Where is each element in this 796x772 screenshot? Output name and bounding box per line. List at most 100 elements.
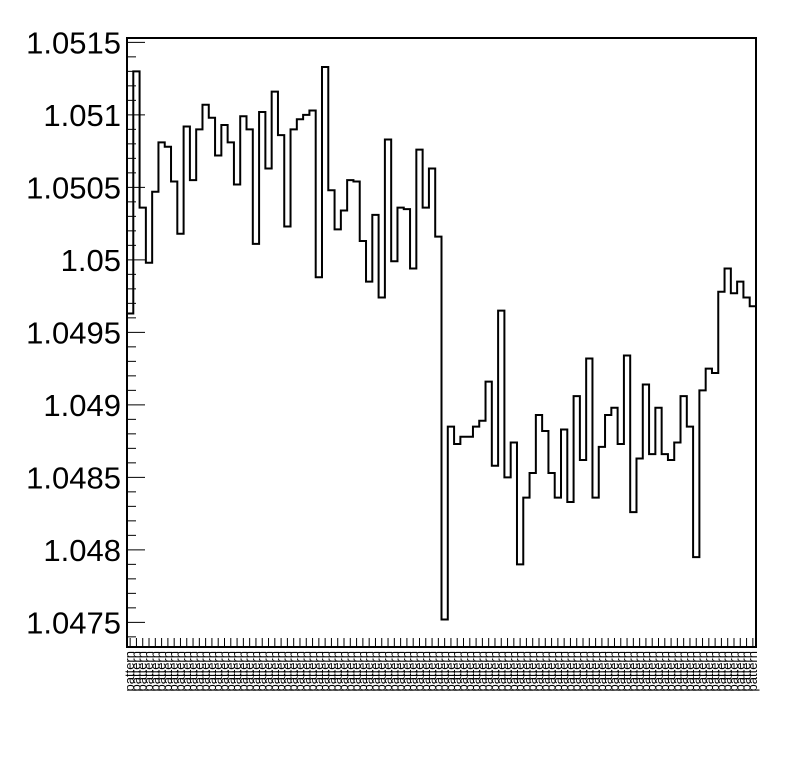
x-tick-label: pattern	[248, 651, 263, 691]
x-tick-label: pattern	[468, 651, 483, 691]
x-tick-label: pattern	[449, 651, 464, 691]
x-tick-label: pattern	[393, 651, 408, 691]
x-tick-label: pattern	[279, 651, 294, 691]
x-tick-label: pattern	[600, 651, 615, 691]
x-tick-label: pattern	[141, 651, 156, 691]
x-tick-label: pattern	[399, 651, 414, 691]
x-tick-label: pattern	[317, 651, 332, 691]
x-tick-label: pattern	[481, 651, 496, 691]
x-tick-label: pattern	[663, 651, 678, 691]
x-tick-label: pattern	[235, 651, 250, 691]
y-tick-label: 1.049	[43, 388, 121, 423]
x-tick-label: pattern	[323, 651, 338, 691]
y-tick-label: 1.05	[61, 243, 121, 278]
y-tick-label: 1.051	[43, 98, 121, 133]
x-axis-tick-labels: patternpatternpatternpatternpatternpatte…	[122, 651, 760, 691]
x-tick-label: pattern	[437, 651, 452, 691]
x-tick-label: pattern	[525, 651, 540, 691]
x-tick-label: pattern	[273, 651, 288, 691]
y-tick-label: 1.0515	[26, 25, 121, 60]
x-tick-label: pattern	[430, 651, 445, 691]
x-tick-label: pattern	[204, 651, 219, 691]
x-tick-label: pattern	[537, 651, 552, 691]
x-tick-label: pattern	[487, 651, 502, 691]
x-tick-label: pattern	[172, 651, 187, 691]
x-tick-label: pattern	[651, 651, 666, 691]
x-tick-label: pattern	[374, 651, 389, 691]
x-tick-label: pattern	[254, 651, 269, 691]
x-tick-label: pattern	[198, 651, 213, 691]
x-tick-label: pattern	[581, 651, 596, 691]
x-tick-label: pattern	[305, 651, 320, 691]
x-tick-label: pattern	[261, 651, 276, 691]
y-tick-label: 1.0485	[26, 460, 121, 495]
x-tick-label: pattern	[707, 651, 722, 691]
x-tick-label: pattern	[223, 651, 238, 691]
x-tick-label: pattern	[556, 651, 571, 691]
x-tick-label: pattern	[154, 651, 169, 691]
y-axis-tick-labels: 1.0475 1.048 1.0485 1.049 1.0495 1.05 1.0505 1.…	[26, 25, 121, 640]
y-tick-label: 1.0475	[26, 605, 121, 640]
x-tick-label: pattern	[588, 651, 603, 691]
x-tick-label: pattern	[544, 651, 559, 691]
x-tick-label: pattern	[298, 651, 313, 691]
x-tick-label: pattern	[166, 651, 181, 691]
x-tick-label: pattern	[745, 651, 760, 691]
x-tick-label: pattern	[682, 651, 697, 691]
x-tick-label: pattern	[638, 651, 653, 691]
x-tick-label: pattern	[493, 651, 508, 691]
x-tick-label: pattern	[128, 651, 143, 691]
y-tick-label: 1.0505	[26, 170, 121, 205]
x-tick-label: pattern	[550, 651, 565, 691]
x-tick-label: pattern	[644, 651, 659, 691]
x-tick-label: pattern	[506, 651, 521, 691]
x-tick-label: pattern	[191, 651, 206, 691]
x-tick-label: pattern	[386, 651, 401, 691]
x-tick-label: pattern	[135, 651, 150, 691]
x-tick-label: pattern	[518, 651, 533, 691]
x-tick-label: pattern	[122, 651, 137, 691]
x-tick-label: pattern	[292, 651, 307, 691]
x-tick-label: pattern	[355, 651, 370, 691]
x-tick-label: pattern	[216, 651, 231, 691]
x-tick-label: pattern	[619, 651, 634, 691]
x-tick-label: pattern	[739, 651, 754, 691]
x-tick-label: pattern	[411, 651, 426, 691]
series-group	[126, 66, 757, 647]
x-tick-label: pattern	[349, 651, 364, 691]
x-tick-label: pattern	[311, 651, 326, 691]
y-tick-label: 1.0495	[26, 315, 121, 350]
x-tick-label: pattern	[512, 651, 527, 691]
x-tick-label: pattern	[361, 651, 376, 691]
x-tick-label: pattern	[286, 651, 301, 691]
x-tick-label: pattern	[676, 651, 691, 691]
x-tick-label: pattern	[443, 651, 458, 691]
x-axis-ticks	[129, 638, 754, 647]
x-tick-label: pattern	[336, 651, 351, 691]
x-tick-label: pattern	[330, 651, 345, 691]
x-tick-label: pattern	[669, 651, 684, 691]
x-tick-label: pattern	[575, 651, 590, 691]
x-tick-label: pattern	[160, 651, 175, 691]
x-tick-label: pattern	[456, 651, 471, 691]
x-tick-label: pattern	[424, 651, 439, 691]
series-line	[126, 66, 757, 647]
x-tick-label: pattern	[380, 651, 395, 691]
x-tick-label: pattern	[606, 651, 621, 691]
x-tick-label: pattern	[210, 651, 225, 691]
x-tick-label: pattern	[701, 651, 716, 691]
x-tick-label: pattern	[229, 651, 244, 691]
x-tick-label: pattern	[267, 651, 282, 691]
x-tick-label: pattern	[500, 651, 515, 691]
y-tick-label: 1.048	[43, 533, 121, 568]
x-tick-label: pattern	[405, 651, 420, 691]
x-tick-label: pattern	[594, 651, 609, 691]
x-tick-label: pattern	[418, 651, 433, 691]
x-tick-label: pattern	[179, 651, 194, 691]
x-tick-label: pattern	[147, 651, 162, 691]
x-tick-label: pattern	[632, 651, 647, 691]
x-tick-label: pattern	[242, 651, 257, 691]
x-tick-label: pattern	[342, 651, 357, 691]
x-tick-label: pattern	[657, 651, 672, 691]
